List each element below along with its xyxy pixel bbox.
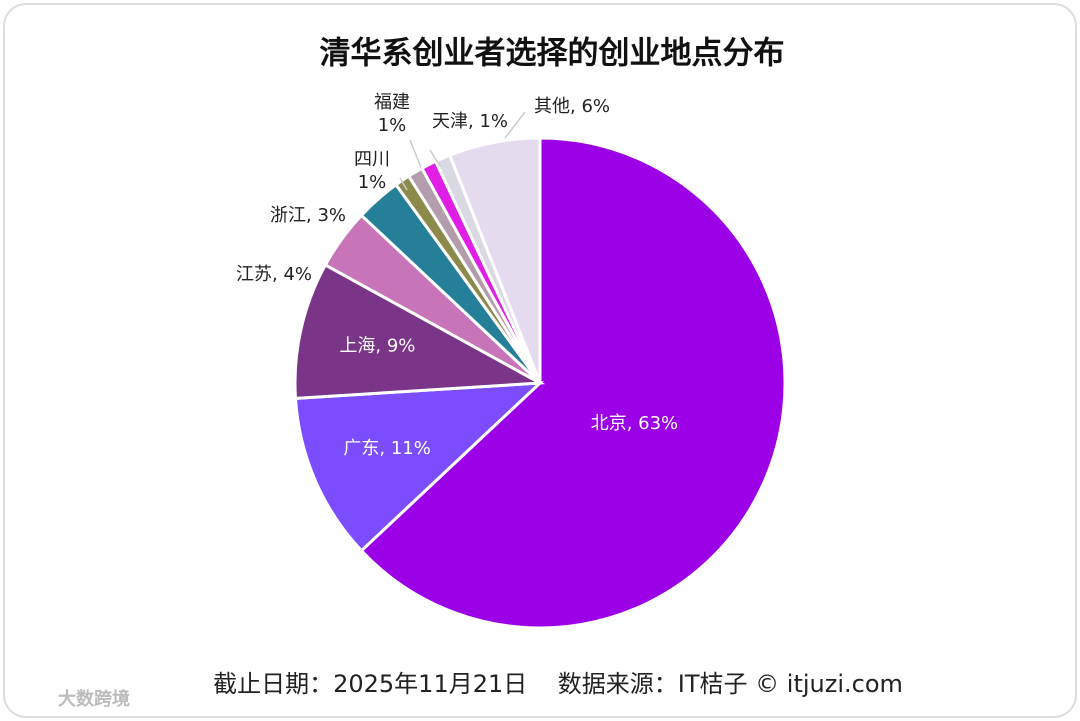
data-label: 四川 1% xyxy=(354,149,390,193)
data-label: 广东, 11% xyxy=(343,438,430,459)
pie-slice xyxy=(447,136,542,384)
pie-slice xyxy=(293,381,545,553)
data-label: 天津, 1% xyxy=(432,111,508,132)
data-label-line: 四川 xyxy=(354,149,390,170)
source: 截止日期：2025年11月21日 数据来源：IT桔子 © itjuzi.com xyxy=(213,670,903,698)
data-label: 江苏, 4% xyxy=(236,264,312,285)
data-label-line: 1% xyxy=(358,172,387,193)
leader-line xyxy=(409,139,423,171)
leader-line xyxy=(399,177,408,191)
data-label: 其他, 6% xyxy=(534,96,610,117)
data-label: 北京, 63% xyxy=(591,413,678,434)
data-label: 浙江, 3% xyxy=(270,205,346,226)
leader-line xyxy=(429,149,441,167)
chart-title: 清华系创业者选择的创业地点分布 xyxy=(320,36,785,72)
data-label: 上海, 9% xyxy=(339,336,415,357)
data-label: 福建 1% xyxy=(374,92,410,136)
pie-slice xyxy=(359,136,787,630)
leader-line xyxy=(504,111,526,139)
data-label-line: 1% xyxy=(378,115,407,136)
data-label-line: 福建 xyxy=(374,92,410,113)
watermark: 大数跨境 xyxy=(58,688,130,710)
pie-slice xyxy=(293,262,546,400)
